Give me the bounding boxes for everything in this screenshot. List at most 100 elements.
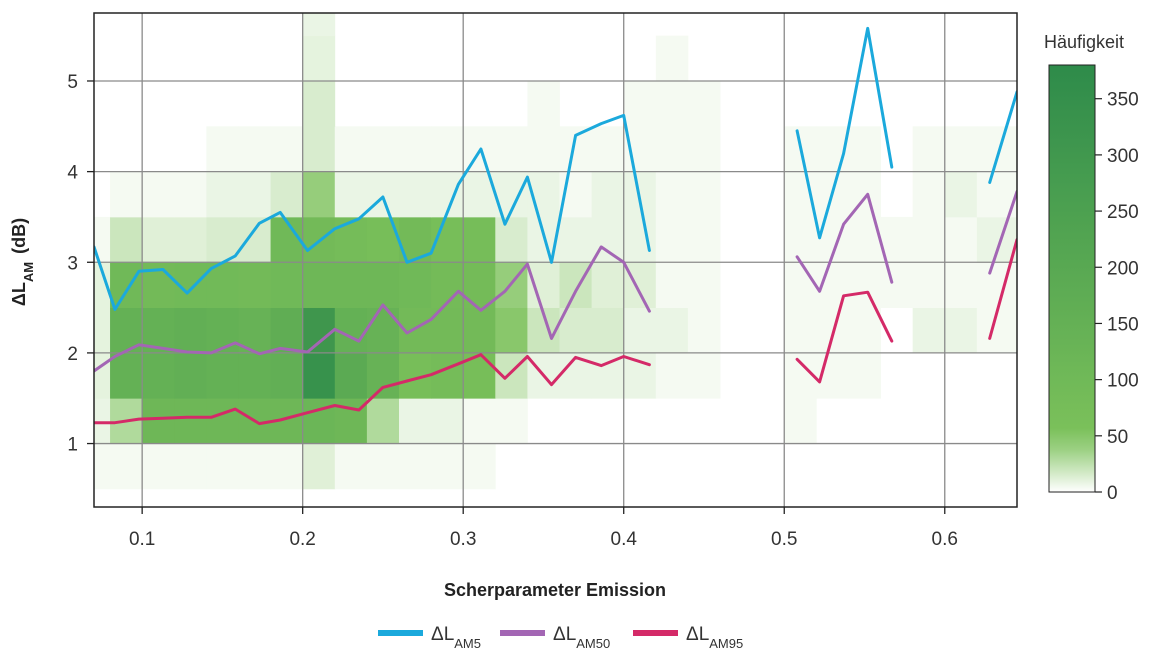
- heatmap-cell: [206, 307, 239, 354]
- legend-label-main: ΔL: [686, 624, 709, 645]
- series-line-am50: [988, 190, 1017, 275]
- heatmap-cell: [206, 216, 239, 263]
- heatmap-cell: [302, 307, 336, 354]
- colorbar: Häufigkeit 0 50 100 150 200 250 300 350: [1044, 32, 1139, 504]
- legend-label-main: ΔL: [553, 624, 576, 645]
- heatmap-cell: [270, 352, 304, 399]
- series-line-am5: [795, 26, 894, 240]
- colorbar-tick-label: 150: [1107, 314, 1139, 335]
- heatmap-cell: [174, 171, 207, 218]
- heatmap-cell: [559, 126, 593, 173]
- colorbar-tick-label: 0: [1107, 483, 1118, 504]
- heatmap-cell: [334, 216, 368, 263]
- heatmap-cell: [495, 126, 528, 173]
- heatmap-cell: [784, 398, 817, 444]
- y-axis-title-main: ΔL: [9, 282, 29, 306]
- legend-item: ΔLAM5: [378, 624, 481, 651]
- heatmap-cell: [334, 262, 368, 308]
- colorbar-tick-label: 100: [1107, 371, 1139, 392]
- heatmap-cell: [238, 352, 271, 399]
- heatmap-cell: [623, 80, 657, 127]
- colorbar-tick-label: 200: [1107, 258, 1139, 279]
- heatmap-cell: [495, 216, 528, 263]
- heatmap-cell: [302, 398, 336, 444]
- heatmap-cell: [944, 126, 978, 173]
- x-tick-label: 0.2: [289, 529, 315, 550]
- heatmap-cell: [591, 262, 625, 308]
- heatmap-cell: [912, 216, 946, 263]
- heatmap-cell: [398, 171, 432, 218]
- heatmap-cell: [976, 171, 1010, 218]
- legend-label: ΔLAM5: [431, 624, 481, 651]
- heatmap-cell: [848, 262, 881, 308]
- series-layer: [94, 26, 1017, 426]
- legend: ΔLAM5 ΔLAM50 ΔLAM95: [378, 624, 743, 651]
- heatmap-cell: [655, 262, 689, 308]
- heatmap-cell: [527, 126, 560, 173]
- colorbar-title: Häufigkeit: [1044, 32, 1124, 52]
- series-line-am5: [988, 90, 1017, 184]
- heatmap-cell: [366, 126, 400, 173]
- legend-label-sub: AM5: [454, 636, 481, 651]
- heatmap-cell: [431, 443, 464, 490]
- heatmap-cell: [880, 262, 914, 308]
- heatmap-cell: [270, 216, 304, 263]
- series-line-am50: [94, 245, 651, 373]
- heatmap-cell: [687, 171, 721, 218]
- y-axis: 1 2 3 4 5: [67, 72, 94, 456]
- heatmap-cell: [944, 216, 978, 263]
- heatmap-cell: [302, 443, 336, 490]
- heatmap-cell: [366, 398, 400, 444]
- legend-item: ΔLAM95: [633, 624, 743, 651]
- colorbar-tick-label: 300: [1107, 146, 1139, 167]
- heatmap-cell: [142, 398, 175, 444]
- heatmap-cell: [1008, 262, 1017, 308]
- heatmap-cell: [366, 443, 400, 490]
- heatmap-cell: [655, 216, 689, 263]
- heatmap-cell: [431, 352, 464, 399]
- heatmap-cell: [270, 262, 304, 308]
- heatmap-cell: [174, 398, 207, 444]
- x-tick-label: 0.3: [450, 529, 476, 550]
- heatmap-cell: [687, 126, 721, 173]
- y-tick-label: 1: [67, 435, 78, 456]
- colorbar-tick-label: 50: [1107, 427, 1128, 448]
- heatmap-cell: [398, 262, 432, 308]
- heatmap-cell: [302, 352, 336, 399]
- heatmap-cell: [142, 171, 175, 218]
- y-axis-title-sub: AM: [21, 262, 36, 282]
- heatmap-cell: [431, 262, 464, 308]
- heatmap-cell: [912, 307, 946, 354]
- x-tick-label: 0.1: [129, 529, 155, 550]
- heatmap-cell: [912, 126, 946, 173]
- legend-item: ΔLAM50: [500, 624, 610, 651]
- heatmap-cell: [206, 126, 239, 173]
- series-line-am5: [94, 113, 651, 311]
- heatmap-cell: [784, 216, 817, 263]
- heatmap-cell: [302, 13, 336, 37]
- series-line-am95: [795, 290, 894, 384]
- heatmap-cell: [463, 307, 496, 354]
- legend-label: ΔLAM95: [686, 624, 743, 651]
- heatmap-cell: [591, 126, 625, 173]
- heatmap-cell: [302, 80, 336, 127]
- x-tick-label: 0.6: [932, 529, 958, 550]
- heatmap-cell: [94, 262, 111, 308]
- heatmap-cell: [398, 126, 432, 173]
- colorbar-gradient: [1048, 64, 1096, 493]
- heatmap-cell: [366, 216, 400, 263]
- heatmap-cell: [238, 262, 271, 308]
- heatmap-cell: [848, 307, 881, 354]
- heatmap-cell: [142, 352, 175, 399]
- heatmap-cell: [206, 352, 239, 399]
- heatmap-cell: [976, 216, 1010, 263]
- heatmap-cell: [912, 262, 946, 308]
- heatmap-cell: [463, 443, 496, 490]
- heatmap-cell: [687, 80, 721, 127]
- heatmap-cell: [366, 262, 400, 308]
- x-axis-title: Scherparameter Emission: [444, 580, 666, 600]
- heatmap-cell: [366, 307, 400, 354]
- heatmap-cell: [687, 307, 721, 354]
- heatmap-cell: [110, 443, 143, 490]
- heatmap-cell: [848, 352, 881, 399]
